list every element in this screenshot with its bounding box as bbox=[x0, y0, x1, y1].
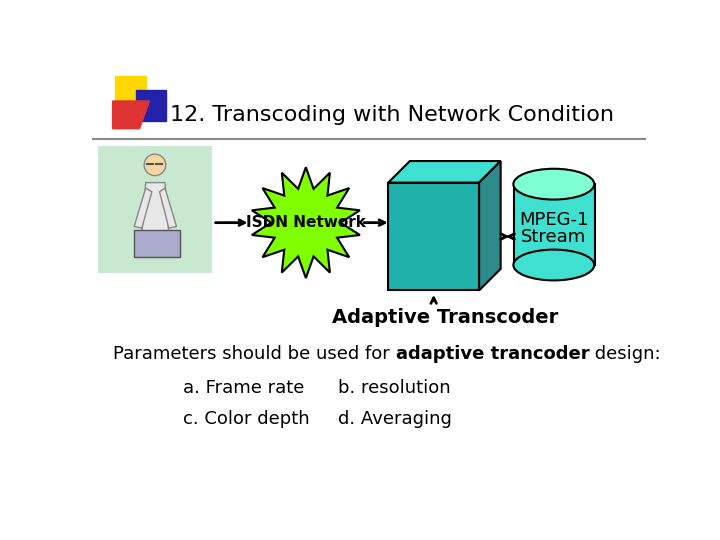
Text: MPEG-1: MPEG-1 bbox=[519, 211, 588, 230]
Bar bbox=[134, 231, 180, 257]
Text: c. Color depth: c. Color depth bbox=[183, 410, 310, 428]
Polygon shape bbox=[388, 161, 500, 183]
Polygon shape bbox=[142, 183, 168, 234]
Bar bbox=[98, 146, 212, 273]
Bar bbox=[115, 76, 145, 107]
Text: d. Averaging: d. Averaging bbox=[338, 410, 452, 428]
Text: adaptive trancoder: adaptive trancoder bbox=[396, 345, 590, 362]
Text: Parameters should be used for: Parameters should be used for bbox=[113, 345, 396, 362]
Polygon shape bbox=[252, 167, 360, 278]
Polygon shape bbox=[160, 188, 176, 228]
Bar bbox=[514, 184, 595, 265]
Ellipse shape bbox=[144, 154, 166, 176]
Text: Stream: Stream bbox=[521, 227, 586, 246]
Bar bbox=[388, 183, 479, 291]
Polygon shape bbox=[134, 188, 152, 228]
Polygon shape bbox=[112, 101, 150, 129]
Polygon shape bbox=[479, 161, 500, 291]
Ellipse shape bbox=[513, 169, 594, 200]
Text: a. Frame rate: a. Frame rate bbox=[183, 379, 304, 397]
Text: 12. Transcoding with Network Condition: 12. Transcoding with Network Condition bbox=[170, 105, 614, 125]
Text: Adaptive Transcoder: Adaptive Transcoder bbox=[332, 308, 558, 327]
Text: ISDN Network: ISDN Network bbox=[246, 215, 366, 230]
Text: b. resolution: b. resolution bbox=[338, 379, 451, 397]
Ellipse shape bbox=[513, 249, 594, 280]
Text: design:: design: bbox=[590, 345, 661, 362]
Bar bbox=[135, 90, 166, 121]
